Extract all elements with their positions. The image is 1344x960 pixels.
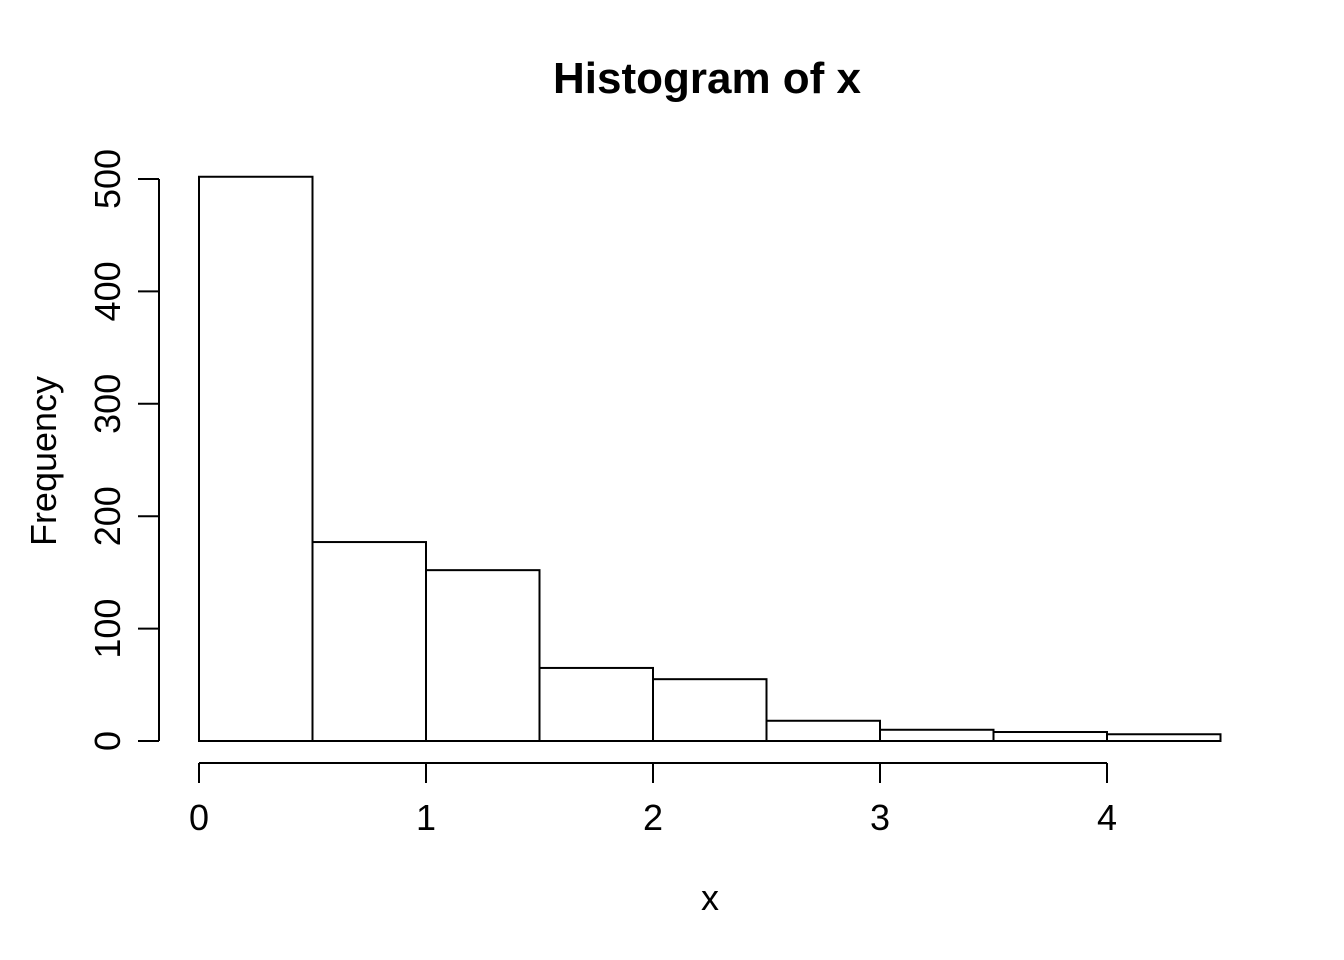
histogram-bars bbox=[198, 175, 1222, 743]
histogram-bar bbox=[311, 541, 427, 742]
x-tick-label: 2 bbox=[643, 797, 663, 838]
y-tick-label: 0 bbox=[87, 731, 128, 751]
y-axis: 0 100 200 300 400 500 bbox=[87, 149, 160, 751]
x-tick-label: 4 bbox=[1097, 797, 1117, 838]
histogram-bar bbox=[652, 678, 768, 742]
x-tick-label: 0 bbox=[189, 797, 209, 838]
y-axis-title: Frequency bbox=[23, 376, 64, 546]
chart-title: Histogram of x bbox=[553, 54, 862, 103]
histogram-bar bbox=[765, 719, 881, 743]
y-tick-label: 400 bbox=[87, 261, 128, 321]
y-tick-label: 300 bbox=[87, 374, 128, 434]
x-axis-title: x bbox=[701, 877, 719, 918]
x-tick-label: 1 bbox=[416, 797, 436, 838]
y-tick-label: 200 bbox=[87, 486, 128, 546]
histogram-bar bbox=[425, 569, 541, 742]
histogram-bar bbox=[1106, 733, 1222, 742]
x-tick-label: 3 bbox=[870, 797, 890, 838]
histogram-bar bbox=[992, 731, 1108, 742]
histogram-bar bbox=[198, 175, 314, 742]
x-axis: 0 1 2 3 4 bbox=[189, 762, 1117, 838]
histogram-bar bbox=[538, 666, 654, 742]
y-tick-label: 100 bbox=[87, 599, 128, 659]
y-tick-label: 500 bbox=[87, 149, 128, 209]
histogram-bar bbox=[879, 728, 995, 743]
